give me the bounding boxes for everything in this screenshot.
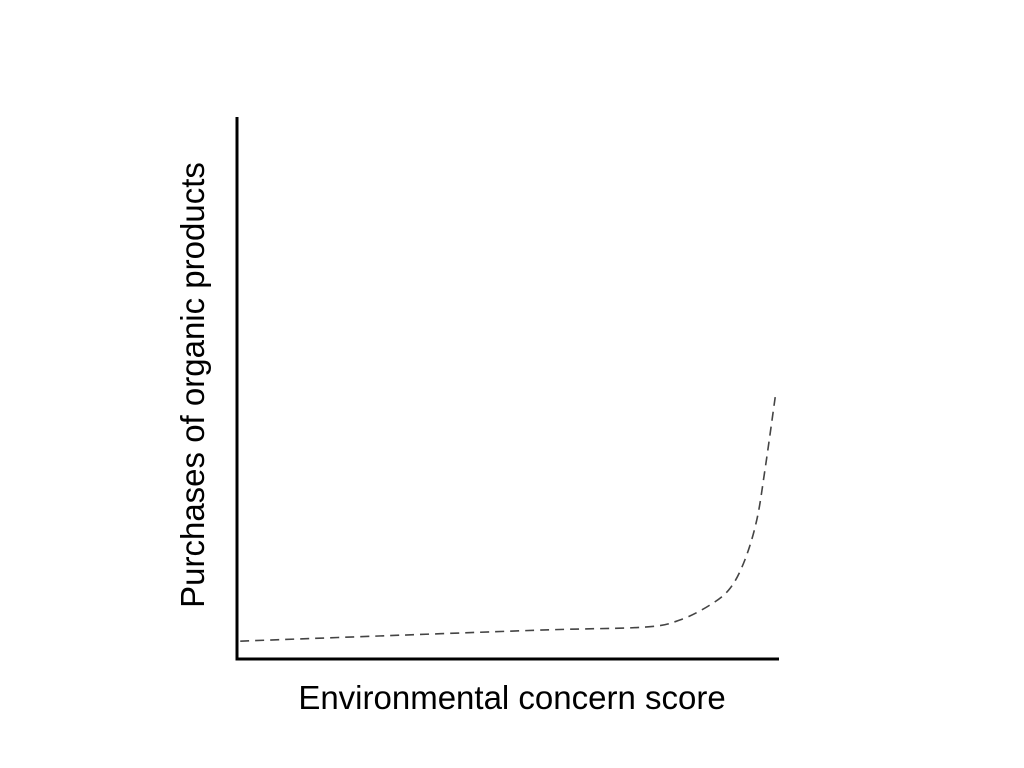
series-line — [240, 397, 776, 642]
y-axis-label: Purchases of organic products — [174, 162, 211, 608]
x-axis-label: Environmental concern score — [298, 679, 725, 716]
